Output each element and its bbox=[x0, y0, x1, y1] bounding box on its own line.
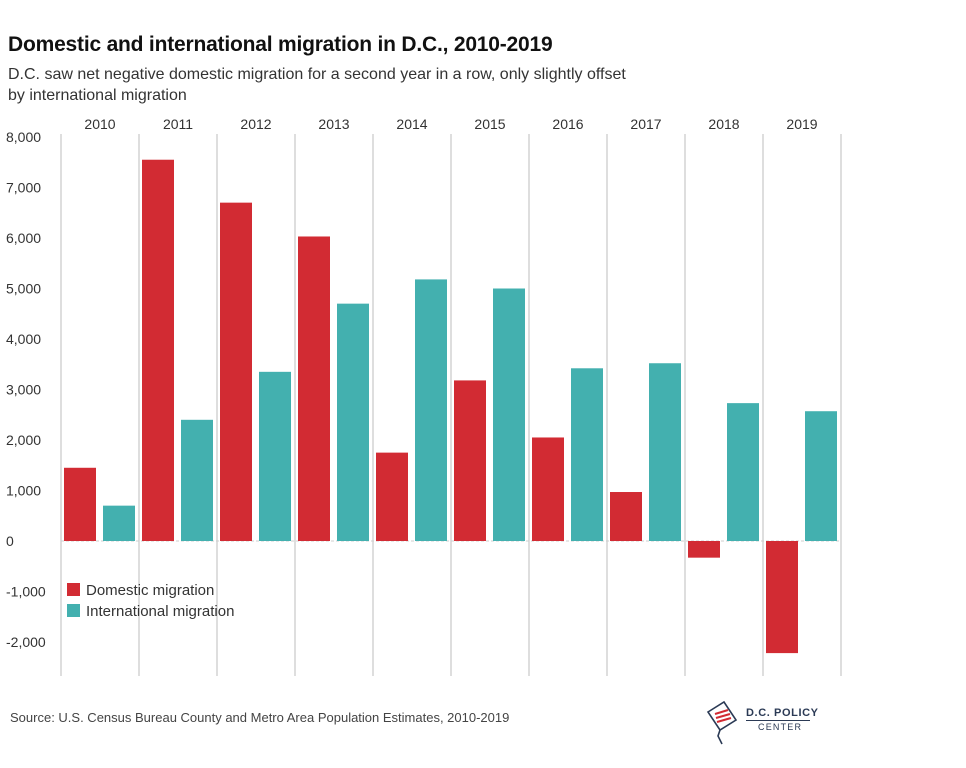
international-bar bbox=[337, 303, 369, 541]
dc-map-icon bbox=[706, 700, 738, 745]
international-bar bbox=[103, 505, 135, 541]
year-label: 2011 bbox=[163, 116, 193, 132]
year-label: 2016 bbox=[552, 116, 583, 132]
y-tick-label: 3,000 bbox=[6, 382, 41, 398]
chart-title: Domestic and international migration in … bbox=[8, 33, 553, 56]
year-label: 2012 bbox=[240, 116, 271, 132]
logo-name: D.C. POLICY bbox=[746, 707, 819, 719]
y-tick-label: -1,000 bbox=[6, 584, 46, 600]
domestic-bar bbox=[610, 492, 642, 541]
domestic-bar bbox=[766, 541, 798, 654]
bar-chart: -2,000 -1,000 0 1,000 2,000 3,000 4,000 5,000 6,… bbox=[6, 116, 842, 676]
logo-subname: CENTER bbox=[758, 722, 803, 732]
y-tick-label: 4,000 bbox=[6, 331, 41, 347]
domestic-bar bbox=[220, 202, 252, 541]
logo-divider bbox=[746, 720, 810, 721]
international-bar bbox=[805, 411, 837, 541]
domestic-bar bbox=[142, 159, 174, 541]
international-bar bbox=[649, 363, 681, 541]
international-bar bbox=[493, 288, 525, 541]
domestic-bar bbox=[454, 380, 486, 541]
y-tick-label: 6,000 bbox=[6, 230, 41, 246]
y-tick-label: 1,000 bbox=[6, 483, 41, 499]
chart-subtitle: D.C. saw net negative domestic migration… bbox=[8, 66, 626, 104]
y-tick-label: 0 bbox=[6, 533, 14, 549]
year-label: 2014 bbox=[396, 116, 427, 132]
year-label: 2010 bbox=[84, 116, 115, 132]
year-label: 2019 bbox=[786, 116, 817, 132]
y-tick-label: 7,000 bbox=[6, 180, 41, 196]
dc-policy-center-logo: D.C. POLICY CENTER bbox=[706, 700, 826, 748]
legend-label: Domestic migration bbox=[86, 582, 214, 599]
y-tick-label: 5,000 bbox=[6, 281, 41, 297]
y-tick-label: 8,000 bbox=[6, 129, 41, 145]
year-label: 2013 bbox=[318, 116, 349, 132]
domestic-bar bbox=[298, 236, 330, 542]
international-bar bbox=[415, 279, 447, 541]
legend-label: International migration bbox=[86, 603, 234, 620]
source-note: Source: U.S. Census Bureau County and Me… bbox=[10, 710, 510, 725]
domestic-bar bbox=[64, 467, 96, 541]
domestic-bar bbox=[688, 541, 720, 558]
year-label: 2017 bbox=[630, 116, 661, 132]
international-bar bbox=[181, 419, 213, 541]
domestic-bar bbox=[532, 437, 564, 541]
international-bar bbox=[259, 371, 291, 541]
y-tick-label: -2,000 bbox=[6, 634, 46, 650]
year-label: 2015 bbox=[474, 116, 505, 132]
year-label: 2018 bbox=[708, 116, 739, 132]
domestic-bar bbox=[376, 452, 408, 541]
legend-swatch bbox=[67, 604, 80, 617]
international-bar bbox=[727, 403, 759, 541]
y-tick-label: 2,000 bbox=[6, 432, 41, 448]
international-bar bbox=[571, 368, 603, 541]
legend-swatch bbox=[67, 583, 80, 596]
